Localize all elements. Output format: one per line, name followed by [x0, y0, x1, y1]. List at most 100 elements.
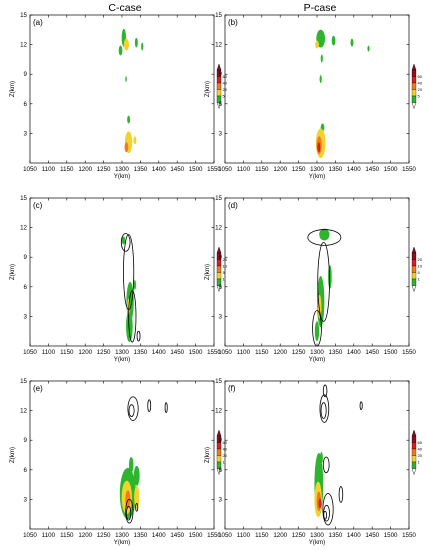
shaded-area: [134, 37, 138, 48]
panel-label: (f): [228, 384, 236, 393]
colorbar-tick-label: 5: [418, 94, 421, 99]
x-axis-label: Y(km): [309, 539, 326, 546]
y-tick-label: 12: [215, 408, 222, 415]
x-tick-label: 1250: [292, 349, 306, 356]
x-tick-label: 1350: [134, 166, 148, 173]
contour-line: [322, 384, 328, 398]
x-tick-label: 1350: [329, 166, 343, 173]
colorbar-tick-label: 1: [223, 460, 226, 465]
x-tick-label: 1200: [273, 166, 287, 173]
colorbar-segment: [411, 442, 417, 450]
x-tick-label: 1100: [237, 349, 251, 356]
shaded-area: [331, 35, 336, 46]
x-tick-label: 1550: [207, 532, 221, 539]
colorbar-bottom-triangle: [216, 468, 222, 476]
x-axis-label: Y(km): [114, 539, 131, 546]
y-tick-label: 12: [20, 225, 27, 232]
panel-c: 1050 1100 1150 1200 1250 1300 1350 1400 1450 1500…: [9, 195, 228, 363]
colorbar-segment: [411, 69, 417, 77]
x-tick-label: 1200: [273, 532, 287, 539]
contour-line: [120, 233, 131, 252]
x-axis-label: Y(km): [309, 356, 326, 363]
colorbar-bottom-triangle: [411, 468, 417, 476]
colorbar-tick-label: 20: [418, 257, 423, 262]
colorbar-segment: [411, 89, 417, 97]
x-tick-label: 1150: [60, 166, 74, 173]
contour-line: [319, 394, 330, 423]
contour-line: [136, 330, 141, 342]
x-tick-label: 1450: [170, 166, 184, 173]
colorbar-bottom-triangle: [411, 102, 417, 110]
x-tick-label: 1050: [218, 349, 232, 356]
colorbar-segment: [411, 76, 417, 84]
shaded-area: [319, 75, 322, 84]
y-tick-label: 15: [215, 195, 222, 202]
contour-line: [338, 486, 344, 503]
panel-grid: 1050 1100 1150 1200 1250 1300 1350 1400 1450 1500…: [9, 12, 423, 546]
y-tick-label: 9: [24, 71, 28, 78]
panel-label: (a): [33, 18, 43, 27]
x-tick-label: 1050: [218, 532, 232, 539]
panel-b: 1050 1100 1150 1200 1250 1300 1350 1400 1450 1500…: [204, 12, 423, 180]
shaded-area: [314, 321, 320, 342]
colorbar-tick-label: 1: [223, 277, 226, 282]
x-tick-label: 1400: [152, 532, 166, 539]
shaded-area: [124, 142, 129, 153]
x-tick-label: 1550: [402, 349, 416, 356]
x-tick-label: 1400: [152, 166, 166, 173]
shaded-area: [350, 38, 354, 47]
y-tick-label: 12: [215, 225, 222, 232]
colorbar-top-triangle: [411, 63, 417, 71]
x-tick-label: 1200: [78, 349, 92, 356]
contour-line: [128, 404, 135, 417]
y-tick-label: 6: [24, 101, 28, 108]
x-tick-label: 1550: [402, 532, 416, 539]
colorbar-top-triangle: [411, 246, 417, 254]
y-tick-label: 3: [24, 496, 28, 503]
colorbar-segment: [411, 435, 417, 443]
y-tick-label: 15: [215, 12, 222, 19]
colorbar-bottom-triangle: [216, 285, 222, 293]
x-tick-label: 1350: [134, 532, 148, 539]
colorbar-tick-label: 60: [418, 440, 423, 445]
y-axis-label: Z(km): [204, 447, 211, 463]
shaded-area: [319, 228, 330, 241]
colorbar-segment: [411, 455, 417, 463]
x-tick-label: 1300: [310, 532, 324, 539]
colorbar-segment: [216, 265, 222, 273]
shaded-area: [123, 38, 129, 51]
y-tick-label: 12: [20, 408, 27, 415]
x-tick-label: 1100: [237, 532, 251, 539]
x-tick-label: 1250: [97, 532, 111, 539]
shaded-area: [118, 45, 123, 56]
shaded-area: [320, 54, 323, 63]
panel-e: 1050 1100 1150 1200 1250 1300 1350 1400 1450 1500…: [9, 378, 228, 546]
colorbar-tick-label: 5: [223, 94, 226, 99]
x-tick-label: 1500: [189, 532, 203, 539]
colorbar-bottom-triangle: [411, 285, 417, 293]
x-tick-label: 1250: [97, 166, 111, 173]
x-tick-label: 1050: [218, 166, 232, 173]
contour-line: [323, 510, 327, 520]
y-tick-label: 3: [219, 313, 223, 320]
y-tick-label: 12: [215, 42, 222, 49]
y-axis-label: Z(km): [9, 264, 16, 280]
colorbar-tick-label: 10: [418, 264, 423, 269]
shaded-area: [134, 485, 140, 510]
contour-line: [147, 399, 152, 412]
contour-line: [322, 493, 334, 526]
x-tick-label: 1150: [255, 349, 269, 356]
y-axis-label: Z(km): [204, 264, 211, 280]
x-tick-label: 1300: [310, 166, 324, 173]
shaded-area: [128, 456, 134, 473]
contour-line: [127, 396, 139, 421]
x-tick-label: 1400: [152, 349, 166, 356]
x-tick-label: 1150: [60, 532, 74, 539]
plot-frame: [29, 197, 215, 347]
colorbar-segment: [411, 448, 417, 456]
x-tick-label: 1100: [42, 349, 56, 356]
x-tick-label: 1550: [402, 166, 416, 173]
shaded-area: [315, 40, 319, 49]
shaded-area: [319, 452, 323, 464]
shaded-area: [121, 236, 126, 245]
